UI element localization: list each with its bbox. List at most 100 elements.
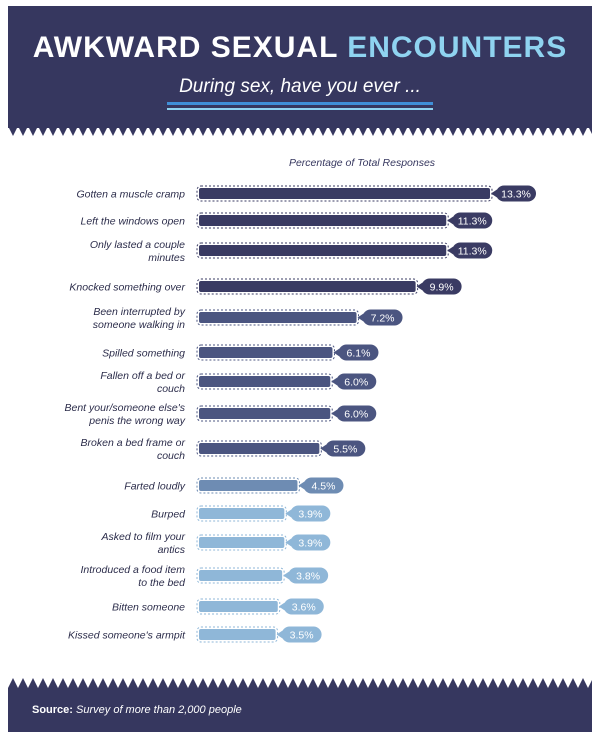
bar-row: 3.8% Introduced a food item to the bed [81,564,329,589]
value-label: 6.0% [344,376,368,388]
value-label: 3.9% [298,508,322,520]
value-badge-pointer [320,444,327,453]
value-badge-pointer [298,481,305,490]
bar-row: 13.3% Gotten a muscle cramp [76,185,536,202]
value-badge-pointer [447,216,454,225]
value-label: 11.3% [458,215,487,227]
value-badge-pointer [331,409,338,418]
source-label: Source: [32,704,73,716]
value-badge-pointer [276,630,283,639]
value-label: 3.8% [296,570,320,582]
bar [199,443,320,454]
bar [199,480,298,491]
value-label: 4.5% [311,480,335,492]
value-badge-pointer [285,509,292,518]
category-label: Fallen off a bed or couch [100,370,185,395]
category-label: Broken a bed frame or couch [81,437,186,462]
value-label: 6.0% [344,408,368,420]
value-badge-pointer [278,602,285,611]
bar-row: 6.0% Bent your/someone else's penis the wr… [65,402,377,427]
bar [199,215,447,226]
bar-row: 3.5% Kissed someone's armpit [68,626,322,643]
category-label: Knocked something over [69,282,185,294]
title-part1: AWKWARD SEXUAL [32,31,338,64]
bar-outline [196,309,360,326]
bar [199,245,447,256]
value-badge [336,373,377,390]
bar-row: 4.5% Farted loudly [124,477,344,494]
bar [199,312,357,323]
subtitle-underline-light [167,108,433,110]
value-badge [281,626,322,643]
bar [199,537,285,548]
value-label: 3.9% [298,537,322,549]
value-badge-pointer [331,377,338,386]
category-label: Bent your/someone else's penis the wrong … [65,402,186,427]
zigzag-shape [8,678,592,688]
bar [199,281,416,292]
bar-row: 9.9% Knocked something over [69,278,462,295]
value-badge [303,477,344,494]
category-label: Introduced a food item to the bed [81,564,187,589]
title-part2: ENCOUNTERS [347,31,568,64]
bar-chart: Percentage of Total Responses 13.3% Gotten… [65,157,536,643]
value-badge [338,344,379,361]
value-badge [288,567,329,584]
category-label: Bitten someone [112,602,185,614]
chart-area: Percentage of Total Responses 13.3% Gotten… [0,140,600,660]
bar-row: 3.6% Bitten someone [112,598,324,615]
value-badge-pointer [357,313,364,322]
value-label: 9.9% [430,281,454,293]
header-banner [8,6,592,128]
source-text: Survey of more than 2,000 people [76,704,242,716]
page-title: AWKWARD SEXUAL ENCOUNTERS [8,30,592,66]
footer-banner [8,688,592,732]
bar [199,508,285,519]
header-zigzag [8,126,592,136]
bar [199,188,490,199]
category-label: Been interrupted by someone walking in [93,306,186,331]
bar-row: 3.9% Asked to film your antics [101,531,331,556]
category-label: Gotten a muscle cramp [76,189,185,201]
value-badge [290,534,331,551]
value-badge-pointer [285,538,292,547]
bar-row: 3.9% Burped [151,505,331,522]
bar-outline [196,626,279,643]
subtitle-underline-blue [167,102,433,105]
bar-outline [196,505,287,522]
bar-row: 11.3% Only lasted a couple minutes [90,239,493,264]
value-badge [362,309,403,326]
bar [199,601,278,612]
value-badge-pointer [491,189,497,198]
chart-title: Percentage of Total Responses [289,157,436,169]
zigzag-shape [8,126,592,136]
value-badge-pointer [283,571,290,580]
category-label: Spilled something [102,348,185,360]
value-label: 7.2% [371,312,395,324]
value-label: 3.6% [292,601,316,613]
bar [199,570,283,581]
value-label: 11.3% [458,245,487,257]
bar-row: 7.2% Been interrupted by someone walking i… [93,306,403,331]
category-label: Kissed someone's armpit [68,630,186,642]
value-label: 6.1% [346,347,370,359]
category-label: Left the windows open [81,216,186,228]
value-badge [336,405,377,422]
category-label: Farted loudly [124,481,185,493]
bar-row: 5.5% Broken a bed frame or couch [81,437,366,462]
value-badge [421,278,462,295]
bar [199,408,331,419]
bar-row: 6.1% Spilled something [102,344,379,361]
value-badge [325,440,366,457]
bar [199,376,331,387]
bar-outline [196,534,287,551]
value-badge [290,505,331,522]
category-label: Asked to film your antics [101,531,186,556]
category-label: Burped [151,509,186,521]
value-badge [496,185,536,202]
bar [199,629,276,640]
bar-row: 11.3% Left the windows open [81,212,493,229]
subtitle: During sex, have you ever ... [179,76,421,97]
bar-row: 6.0% Fallen off a bed or couch [100,370,377,395]
source-note: Source: Survey of more than 2,000 people [32,704,242,716]
